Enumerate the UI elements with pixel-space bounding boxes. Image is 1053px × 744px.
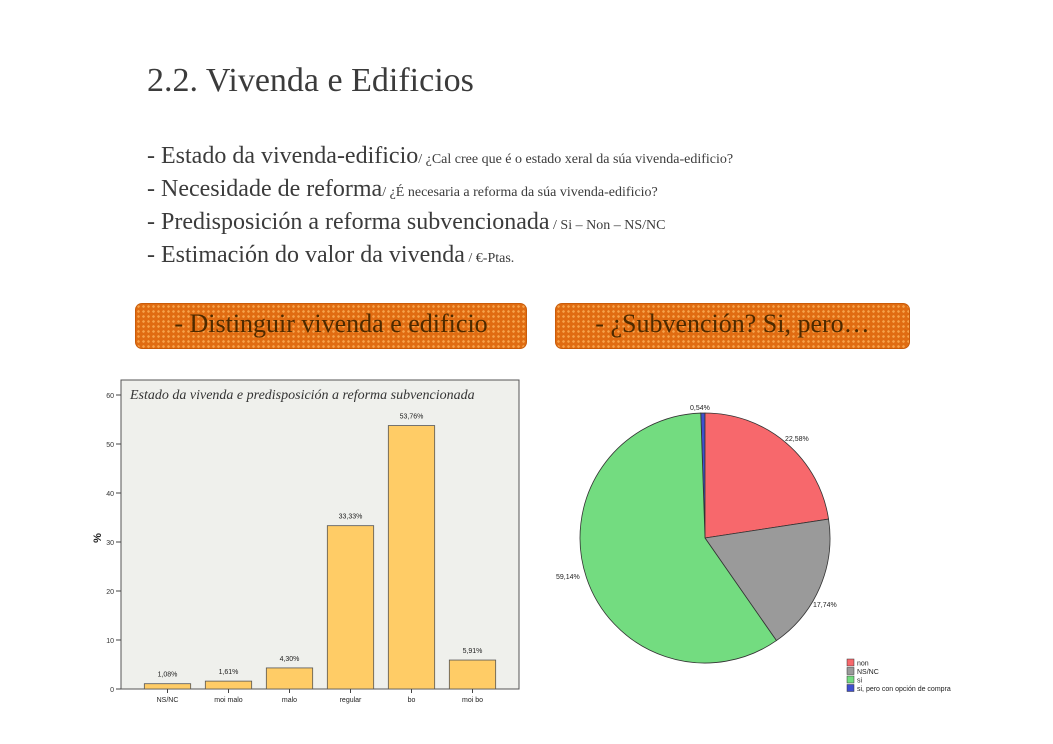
legend-swatch [846, 675, 855, 684]
bar [265, 667, 314, 690]
y-tick-label: 40 [106, 491, 114, 498]
slide-title: 2.2. Vivenda e Edificios [147, 62, 474, 99]
x-tick-label: bo [408, 697, 416, 704]
y-tick-label: 20 [106, 589, 114, 596]
bar [387, 425, 436, 690]
pie-slice-label: 22,58% [785, 436, 809, 443]
bar-value-label: 4,30% [280, 656, 300, 663]
bullet-main: - Estimación do valor da vivenda [147, 242, 465, 268]
bullet-item: - Necesidade de reforma/ ¿É necesaria a … [147, 173, 733, 206]
pie-slice [704, 518, 831, 642]
bullet-main: - Estado da vivenda-edificio [147, 143, 419, 169]
pie-slices: 0,54% 22,58% 17,74% 59,14% [556, 405, 837, 664]
bar-value-label: 1,61% [219, 669, 239, 676]
bullet-sub: / ¿É necesaria a reforma da súa vivenda-… [382, 185, 658, 200]
pie-slice-label: 17,74% [813, 602, 837, 609]
bar [326, 525, 375, 690]
bar-value-label: 53,76% [400, 414, 424, 421]
legend-swatch [846, 667, 855, 675]
legend-label: si, pero con opción de compra [857, 686, 951, 693]
y-axis: 0 10 20 30 40 50 60 [106, 393, 121, 694]
plot-area [120, 379, 520, 690]
legend-label: si [857, 678, 863, 685]
y-tick-label: 50 [106, 442, 114, 449]
bullet-item: - Estado da vivenda-edificio/ ¿Cal cree … [147, 140, 733, 173]
pie-slice-label: 0,54% [690, 405, 710, 412]
legend-label: NS/NC [857, 669, 879, 676]
y-tick-label: 10 [106, 638, 114, 645]
bar-chart: Estado da vivenda e predisposición a ref… [92, 379, 520, 704]
bar [143, 683, 192, 690]
bar-value-label: 33,33% [339, 514, 363, 521]
bullet-list: - Estado da vivenda-edificio/ ¿Cal cree … [147, 140, 733, 272]
x-tick-label: regular [340, 697, 362, 704]
y-tick-label: 30 [106, 540, 114, 547]
bullet-main: - Predisposición a reforma subvencionada [147, 209, 550, 235]
subsidy-badge: - ¿Subvención? Si, pero… [556, 304, 909, 348]
pie-slice [704, 412, 830, 539]
x-tick-label: malo [282, 697, 297, 704]
legend-swatch [846, 684, 855, 692]
bullet-item: - Predisposición a reforma subvencionada… [147, 206, 733, 239]
legend-swatch [846, 658, 855, 667]
bar-value-label: 1,08% [158, 672, 178, 679]
bar-chart-title: Estado da vivenda e predisposición a ref… [129, 388, 475, 403]
bars: 1,08% NS/NC 1,61% moi malo 4,30% malo 33,33% re… [143, 414, 497, 704]
bullet-main: - Necesidade de reforma [147, 176, 383, 202]
bar-value-label: 5,91% [463, 648, 483, 655]
pie-slice [579, 412, 777, 664]
bullet-sub: / Si – Non – NS/NC [549, 218, 666, 233]
legend-label: non [857, 661, 869, 668]
y-axis-label: % [92, 533, 104, 543]
x-tick-label: NS/NC [157, 697, 179, 704]
distinguish-badge: - Distinguir vivenda e edificio [136, 304, 526, 348]
y-tick-label: 0 [110, 687, 114, 694]
bar [204, 680, 253, 690]
x-tick-label: moi bo [462, 697, 483, 704]
bullet-sub: / ¿Cal cree que é o estado xeral da súa … [418, 152, 734, 167]
bar [448, 659, 497, 690]
bullet-sub: / €-Ptas. [464, 251, 515, 266]
y-tick-label: 60 [106, 393, 114, 400]
bullet-item: - Estimación do valor da vivenda / €-Pta… [147, 239, 733, 272]
pie-slice-label: 59,14% [556, 574, 580, 581]
x-tick-label: moi malo [214, 697, 243, 704]
